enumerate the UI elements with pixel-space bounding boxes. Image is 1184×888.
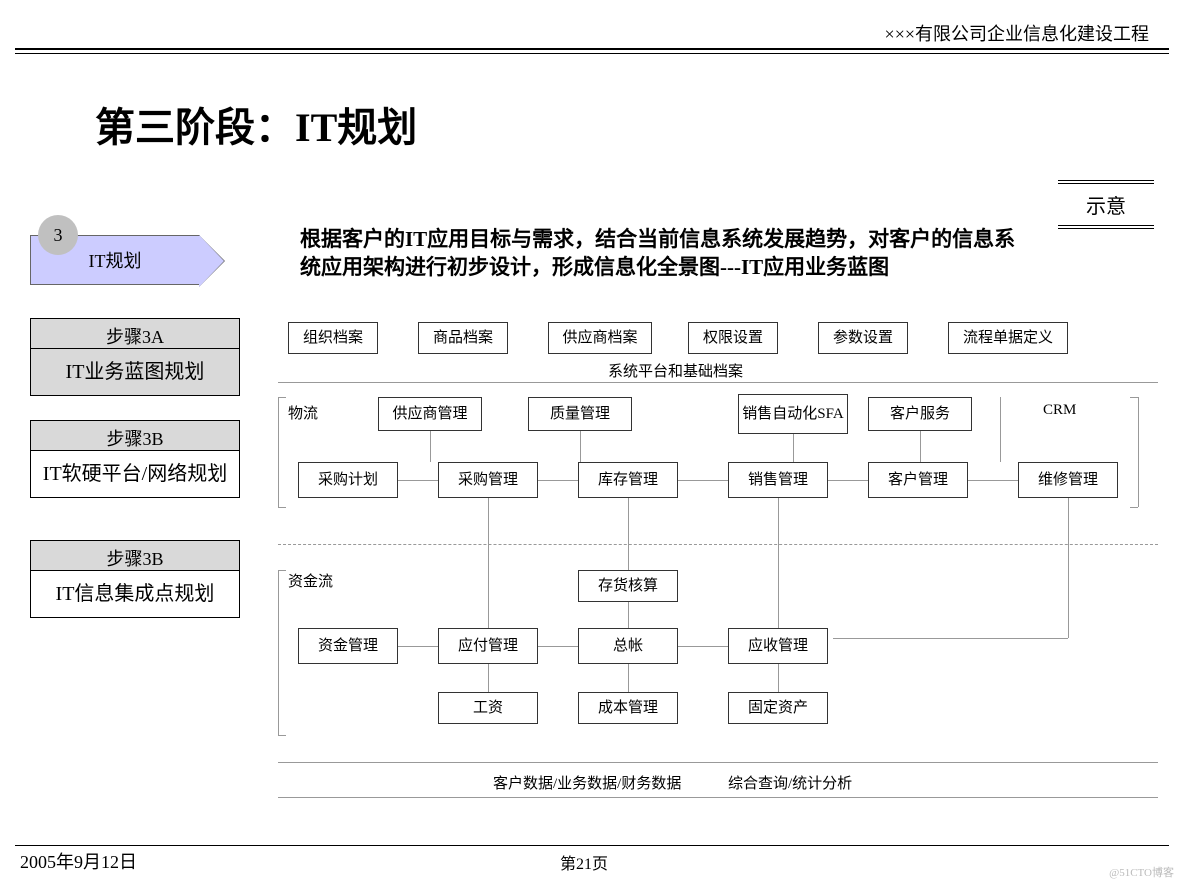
conn-h1 [398, 480, 438, 481]
conn-vd4 [1068, 498, 1069, 638]
conn-h3 [678, 480, 728, 481]
conn-v4 [920, 431, 921, 462]
hr-bottom2 [278, 797, 1158, 798]
box-fixed-asset: 固定资产 [728, 692, 828, 724]
conn-v1 [430, 431, 431, 462]
bracket-c-lt [278, 570, 286, 571]
box-stock-accounting: 存货核算 [578, 570, 678, 602]
footer-text2: 综合查询/统计分析 [728, 772, 852, 793]
step-number-circle: 3 [38, 215, 78, 255]
conn-vd2 [628, 498, 629, 570]
box-quality-mgmt: 质量管理 [528, 397, 632, 431]
conn-v2 [580, 431, 581, 462]
box-receivable-mgmt: 应收管理 [728, 628, 828, 664]
box-fund-mgmt: 资金管理 [298, 628, 398, 664]
bracket-l-lt [278, 397, 286, 398]
conn-vd1 [488, 498, 489, 628]
bracket-l-rt [1130, 397, 1138, 398]
box-permission: 权限设置 [688, 322, 778, 354]
bracket-c-lb [278, 735, 286, 736]
box-cost-mgmt: 成本管理 [578, 692, 678, 724]
box-process-def: 流程单据定义 [948, 322, 1068, 354]
it-blueprint-diagram: 组织档案 商品档案 供应商档案 权限设置 参数设置 流程单据定义 系统平台和基础… [278, 312, 1158, 832]
header-divider [15, 48, 1169, 54]
conn-h4 [828, 480, 868, 481]
bracket-l-rb [1130, 507, 1138, 508]
box-purchase-mgmt: 采购管理 [438, 462, 538, 498]
conn-vc1 [628, 602, 629, 628]
conn-vd3 [778, 498, 779, 628]
conn-hd4 [833, 638, 1068, 639]
conn-h2 [538, 480, 578, 481]
box-product-file: 商品档案 [418, 322, 508, 354]
conn-vb3 [778, 664, 779, 692]
bracket-l-mid [1000, 397, 1001, 462]
box-cust-service: 客户服务 [868, 397, 972, 431]
page-title: 第三阶段：IT规划 [95, 95, 417, 153]
conn-v3 [793, 434, 794, 462]
hr-bottom [278, 762, 1158, 763]
footer-text1: 客户数据/业务数据/财务数据 [493, 772, 681, 793]
description-text: 根据客户的IT应用目标与需求，结合当前信息系统发展趋势，对客户的信息系统应用架构… [300, 225, 1020, 282]
box-inventory-mgmt: 库存管理 [578, 462, 678, 498]
bracket-l-right [1138, 397, 1139, 507]
box-supplier-file: 供应商档案 [548, 322, 652, 354]
bracket-c-left [278, 570, 279, 735]
hr-dash [278, 544, 1158, 545]
conn-vb1 [488, 664, 489, 692]
conn-hc2 [538, 646, 578, 647]
box-supplier-mgmt: 供应商管理 [378, 397, 482, 431]
step-3a-body: IT业务蓝图规划 [30, 348, 240, 396]
footer-divider [15, 845, 1169, 846]
conn-hc1 [398, 646, 438, 647]
box-salary: 工资 [438, 692, 538, 724]
box-payable-mgmt: 应付管理 [438, 628, 538, 664]
hr-row1 [278, 382, 1158, 383]
watermark: @51CTO博客 [1109, 864, 1174, 880]
conn-h5 [968, 480, 1018, 481]
box-repair-mgmt: 维修管理 [1018, 462, 1118, 498]
box-sales-mgmt: 销售管理 [728, 462, 828, 498]
step-3b-body: IT软硬平台/网络规划 [30, 450, 240, 498]
footer-page-number: 第21页 [560, 850, 608, 874]
row1-label: 系统平台和基础档案 [608, 360, 743, 381]
box-sfa: 销售自动化SFA [738, 394, 848, 434]
box-org-file: 组织档案 [288, 322, 378, 354]
bracket-l-left [278, 397, 279, 507]
label-crm: CRM [1043, 402, 1076, 419]
step-3b2-body: IT信息集成点规划 [30, 570, 240, 618]
label-capital: 资金流 [288, 570, 333, 591]
box-cust-mgmt: 客户管理 [868, 462, 968, 498]
box-gl: 总帐 [578, 628, 678, 664]
label-logistics: 物流 [288, 402, 318, 423]
badge-hint: 示意 [1058, 180, 1154, 229]
arrow-label: IT规划 [89, 247, 142, 273]
conn-hc3 [678, 646, 728, 647]
bracket-l-lb [278, 507, 286, 508]
header-company: ×××有限公司企业信息化建设工程 [885, 20, 1149, 46]
conn-vb2 [628, 664, 629, 692]
box-purchase-plan: 采购计划 [298, 462, 398, 498]
box-param: 参数设置 [818, 322, 908, 354]
footer-date: 2005年9月12日 [20, 848, 137, 874]
